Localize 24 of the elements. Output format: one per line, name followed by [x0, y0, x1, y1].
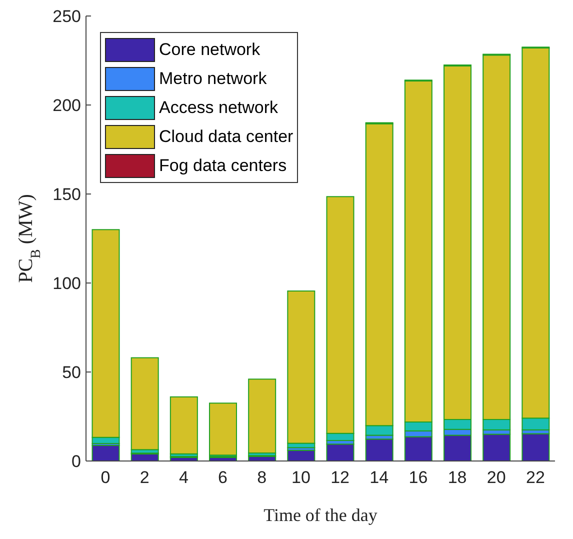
x-tick-label: 18: [448, 468, 467, 488]
x-tick-label: 2: [140, 468, 150, 488]
x-tick-label: 8: [257, 468, 267, 488]
y-tick-label: 0: [72, 452, 81, 472]
legend-label: Cloud data center: [159, 126, 294, 146]
y-tick-label: 50: [62, 363, 81, 382]
y-tick-label: 150: [52, 185, 81, 204]
x-tick-label: 4: [178, 468, 188, 488]
x-tick-label: 22: [526, 468, 545, 488]
y-tick-label: 250: [52, 7, 81, 26]
x-axis-title: Time of the day: [264, 505, 378, 525]
x-tick-label: 12: [330, 468, 350, 488]
legend-label: Metro network: [159, 68, 267, 88]
y-tick-label: 200: [52, 96, 81, 116]
x-tick-label: 14: [370, 468, 389, 488]
x-tick-label: 16: [408, 468, 428, 488]
x-tick-label: 6: [218, 468, 228, 488]
x-tick-label: 20: [486, 468, 506, 488]
y-tick-label: 100: [52, 274, 81, 294]
legend-label: Core network: [159, 40, 260, 60]
x-tick-label: 0: [100, 468, 110, 488]
x-tick-label: 10: [291, 468, 310, 488]
legend-label: Fog data centers: [159, 156, 287, 176]
legend-label: Access network: [159, 98, 278, 118]
